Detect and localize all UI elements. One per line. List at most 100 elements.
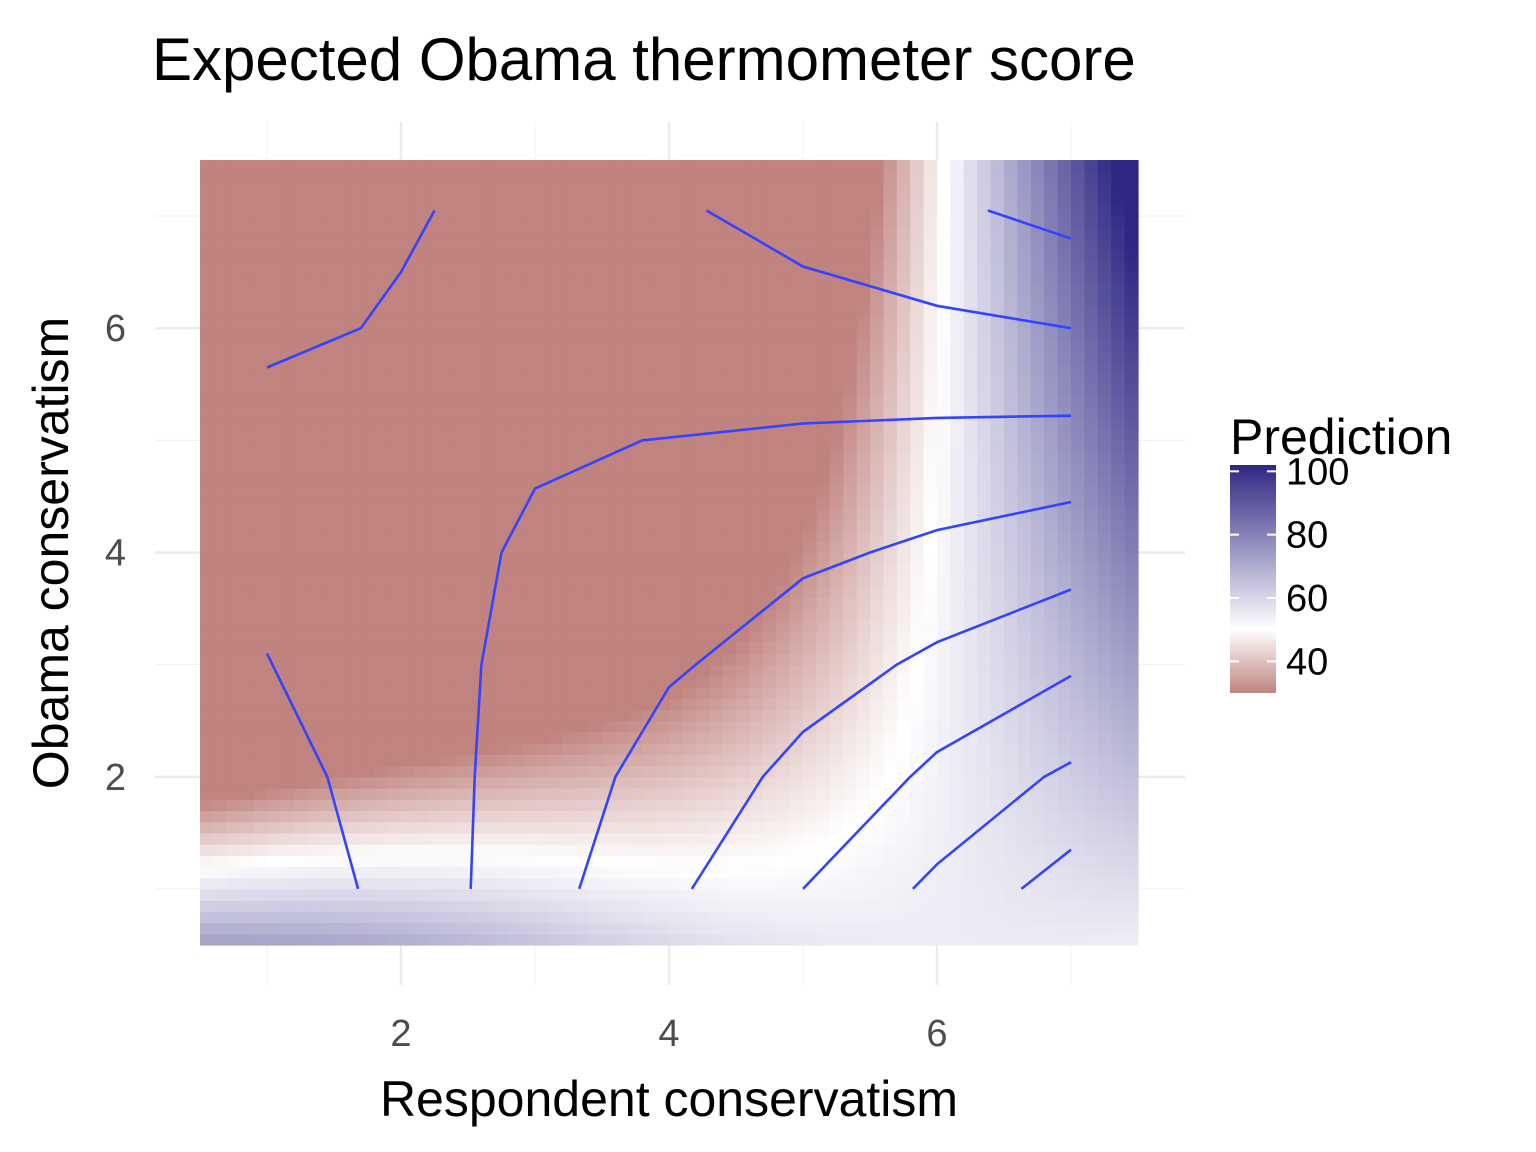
- heat-tile: [401, 687, 415, 699]
- heat-tile: [642, 204, 657, 217]
- heat-tile: [414, 373, 429, 385]
- heat-tile: [253, 731, 268, 744]
- heat-tile: [280, 844, 295, 856]
- heat-tile: [642, 832, 657, 845]
- heat-tile: [387, 328, 402, 341]
- heat-tile: [615, 586, 630, 598]
- heat-tile: [628, 305, 643, 318]
- heat-tile: [602, 844, 616, 856]
- heat-tile: [1044, 462, 1059, 475]
- heat-tile: [615, 731, 630, 744]
- heat-tile: [548, 328, 563, 341]
- heat-tile: [682, 451, 697, 464]
- heat-tile: [829, 642, 844, 655]
- heat-tile: [240, 720, 255, 733]
- heat-tile: [213, 160, 228, 172]
- heat-tile: [535, 182, 549, 195]
- heat-tile: [481, 518, 496, 531]
- heat-tile: [950, 395, 965, 408]
- heat-tile: [521, 877, 536, 890]
- heat-tile: [856, 485, 871, 498]
- heat-tile: [1124, 574, 1139, 587]
- heat-tile: [240, 844, 255, 856]
- heat-tile: [1111, 832, 1126, 845]
- heat-tile: [200, 642, 214, 655]
- heat-tile: [320, 429, 335, 441]
- heat-tile: [1017, 619, 1032, 632]
- heat-tile: [454, 832, 469, 845]
- heat-tile: [521, 193, 536, 206]
- heat-tile: [307, 922, 322, 935]
- heat-tile: [468, 451, 482, 464]
- heat-tile: [441, 496, 456, 509]
- heat-tile: [508, 698, 523, 711]
- heat-tile: [762, 821, 777, 834]
- heat-tile: [454, 788, 469, 800]
- heat-tile: [535, 810, 549, 823]
- heat-tile: [615, 619, 630, 632]
- heat-tile: [1030, 518, 1045, 531]
- heat-tile: [642, 709, 657, 722]
- heat-tile: [762, 429, 777, 441]
- heat-tile: [307, 496, 322, 509]
- heat-tile: [722, 283, 737, 296]
- heat-tile: [240, 204, 255, 217]
- heat-tile: [856, 305, 871, 318]
- heat-tile: [803, 586, 817, 598]
- heat-tile: [521, 720, 536, 733]
- heat-tile: [709, 417, 724, 430]
- heat-tile: [200, 507, 214, 520]
- heat-tile: [695, 171, 710, 184]
- heat-tile: [669, 272, 683, 284]
- heat-tile: [307, 911, 322, 924]
- heat-tile: [1084, 586, 1099, 598]
- heat-tile: [843, 440, 858, 453]
- heat-tile: [494, 619, 509, 632]
- heat-tile: [950, 283, 965, 296]
- heat-tile: [200, 687, 214, 699]
- heat-tile: [1030, 507, 1045, 520]
- heat-tile: [789, 496, 804, 509]
- heat-tile: [280, 911, 295, 924]
- heat-tile: [1017, 462, 1032, 475]
- heat-tile: [937, 204, 951, 217]
- heat-tile: [213, 216, 228, 228]
- heat-tile: [307, 518, 322, 531]
- heat-tile: [253, 586, 268, 598]
- heat-tile: [669, 720, 683, 733]
- x-tick-label: 4: [658, 1013, 679, 1055]
- heat-tile: [695, 238, 710, 251]
- heat-tile: [441, 395, 456, 408]
- heat-tile: [628, 552, 643, 565]
- heat-tile: [749, 619, 764, 632]
- heat-tile: [1097, 799, 1112, 812]
- heat-tile: [628, 922, 643, 935]
- heat-tile: [709, 204, 724, 217]
- heat-tile: [213, 406, 228, 419]
- heat-tile: [1004, 911, 1018, 924]
- heat-tile: [1017, 608, 1032, 621]
- heat-tile: [655, 675, 670, 688]
- heat-tile: [240, 451, 255, 464]
- heat-tile: [588, 664, 603, 677]
- heat-tile: [1111, 642, 1126, 655]
- heat-tile: [468, 216, 482, 228]
- heat-tile: [722, 249, 737, 262]
- heat-tile: [963, 765, 978, 778]
- heat-tile: [293, 788, 308, 800]
- heat-tile: [963, 911, 978, 924]
- heat-tile: [762, 552, 777, 565]
- heat-tile: [535, 776, 549, 789]
- heat-tile: [561, 743, 576, 755]
- heat-tile: [253, 440, 268, 453]
- heat-tile: [401, 900, 415, 912]
- heat-tile: [856, 530, 871, 542]
- heat-tile: [561, 496, 576, 509]
- heat-tile: [267, 541, 281, 554]
- heat-tile: [347, 238, 362, 251]
- heat-tile: [427, 765, 442, 778]
- heat-tile: [749, 384, 764, 397]
- heat-tile: [910, 373, 925, 385]
- heat-tile: [414, 653, 429, 666]
- heat-tile: [320, 821, 335, 834]
